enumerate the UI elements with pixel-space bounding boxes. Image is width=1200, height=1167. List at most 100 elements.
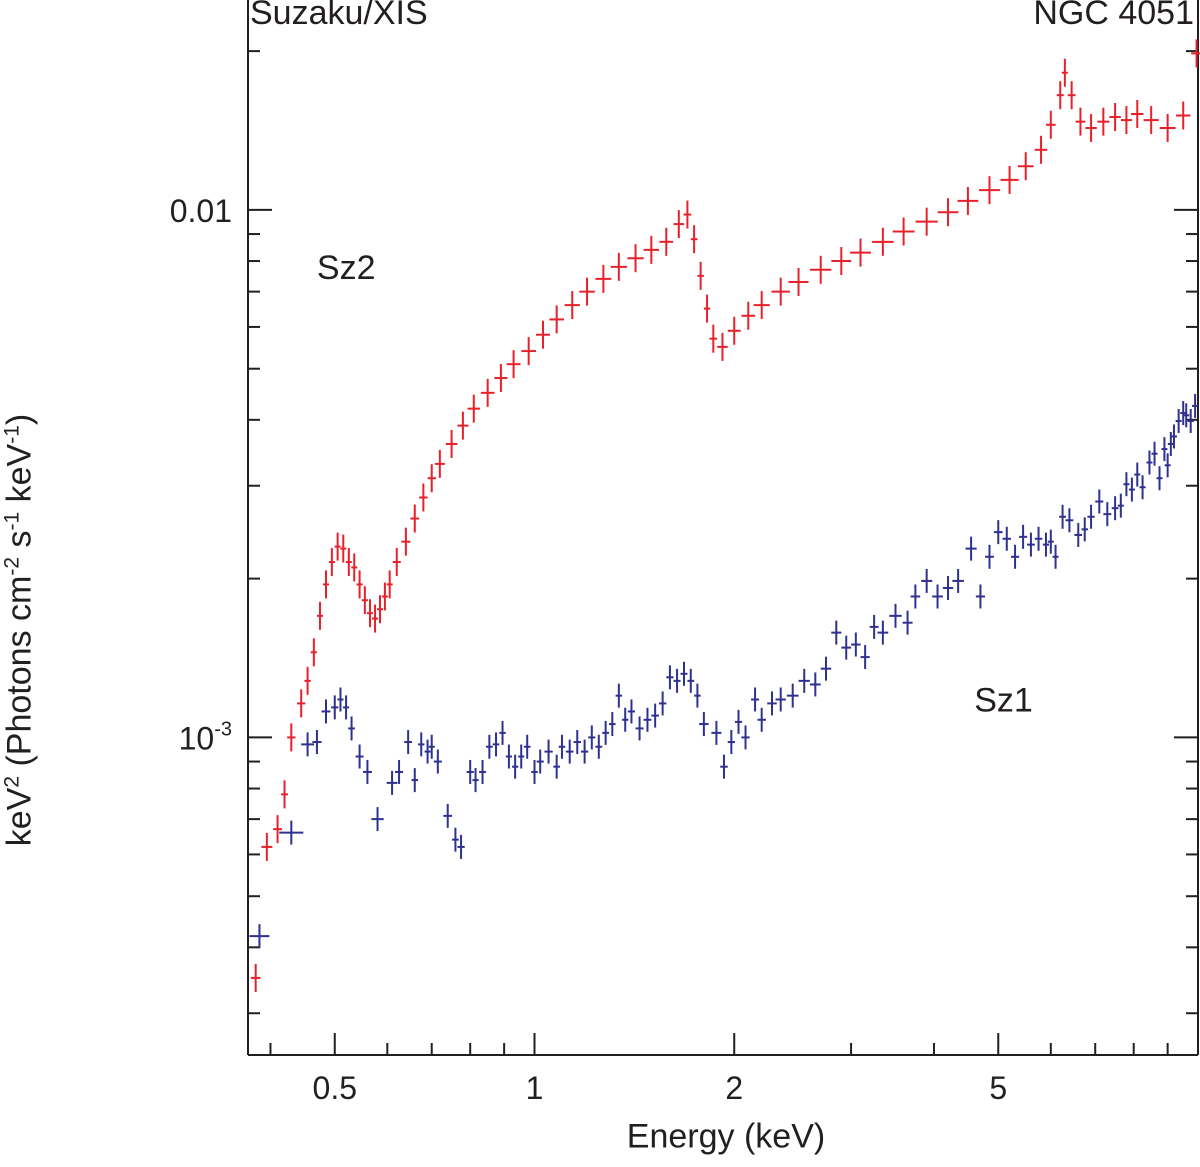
data-point — [1065, 508, 1074, 533]
data-point — [472, 768, 479, 793]
data-point — [711, 720, 722, 745]
data-point — [424, 739, 431, 764]
data-point — [860, 645, 870, 670]
data-point — [850, 238, 871, 267]
data-point — [410, 504, 420, 533]
data-point — [1175, 101, 1191, 130]
data-point — [334, 532, 341, 561]
data-point — [1061, 58, 1068, 87]
data-point — [627, 244, 644, 273]
data-point — [687, 668, 695, 693]
data-point — [622, 707, 629, 732]
data-point — [411, 768, 419, 793]
x-tick-label: 2 — [725, 1070, 743, 1106]
y-tick-label: 0.01 — [170, 193, 232, 229]
data-point — [659, 227, 674, 256]
data-point — [434, 449, 445, 478]
data-point — [372, 604, 379, 633]
series-sz1 — [249, 393, 1199, 949]
data-point — [952, 568, 964, 593]
data-point — [580, 739, 589, 764]
data-point — [1167, 431, 1174, 456]
data-point — [505, 744, 513, 769]
data-point — [518, 744, 525, 769]
data-point — [727, 730, 735, 755]
data-point — [786, 683, 799, 708]
data-point — [767, 691, 777, 716]
data-point — [1175, 408, 1182, 433]
data-point — [1170, 424, 1177, 449]
data-point — [1081, 517, 1088, 542]
y-axis-label-sup2: -2 — [0, 556, 24, 576]
data-point — [673, 668, 681, 693]
data-point — [910, 584, 921, 609]
data-point — [536, 320, 551, 349]
x-axis-label: Energy (keV) — [626, 1117, 826, 1156]
data-point — [1180, 401, 1187, 426]
data-point — [340, 534, 347, 563]
data-point — [942, 575, 954, 600]
data-point — [902, 610, 913, 635]
data-point — [457, 834, 465, 859]
data-point — [579, 277, 595, 306]
data-point — [727, 316, 741, 345]
data-point — [957, 186, 979, 215]
labels-layer: Sz2 Sz1 — [317, 249, 1033, 720]
data-point — [588, 725, 596, 750]
data-point — [310, 638, 317, 667]
data-point — [915, 207, 938, 236]
series-label-sz2: Sz2 — [317, 249, 376, 287]
data-point — [249, 924, 270, 949]
data-point — [304, 666, 311, 695]
data-point — [595, 734, 603, 759]
data-point — [297, 689, 306, 718]
data-point — [492, 732, 500, 757]
series-sz2 — [250, 39, 1200, 992]
data-point — [356, 570, 363, 599]
x-tick-label: 1 — [526, 1070, 544, 1106]
data-point — [273, 815, 283, 844]
data-point — [362, 759, 372, 784]
data-point — [709, 324, 718, 353]
data-point — [386, 570, 393, 599]
data-point — [544, 739, 553, 764]
data-point — [1117, 493, 1124, 518]
data-point — [1151, 441, 1158, 466]
data-point — [1109, 103, 1121, 132]
data-point — [602, 720, 610, 745]
axes: 0.5 1 2 5 0.01 10-3 — [170, 0, 1199, 1106]
data-point — [1120, 106, 1132, 135]
data-point — [404, 730, 413, 755]
data-point — [1128, 477, 1135, 502]
data-point — [565, 739, 574, 764]
data-point — [1059, 504, 1067, 529]
data-point — [281, 780, 288, 809]
data-point — [328, 548, 335, 577]
y-axis-label-end: ) — [0, 413, 39, 426]
data-point — [889, 603, 902, 628]
data-point — [536, 749, 544, 774]
y-axis-label: keV2 (Photons cm-2 s-1 keV-1) — [0, 414, 39, 846]
data-point — [377, 595, 384, 624]
data-point — [658, 691, 667, 716]
data-point — [1143, 106, 1159, 135]
data-point — [975, 584, 986, 609]
data-point — [337, 687, 344, 712]
data-point — [788, 268, 809, 297]
data-point — [549, 305, 564, 334]
data-point — [1047, 529, 1054, 554]
data-point — [892, 217, 915, 246]
data-point — [1095, 489, 1104, 514]
y-axis-label-sup1: 2 — [0, 775, 24, 788]
data-point — [841, 635, 852, 660]
data-point — [810, 255, 832, 284]
data-point — [485, 734, 493, 759]
data-point — [1042, 532, 1050, 557]
data-point — [366, 599, 373, 628]
data-point — [851, 632, 861, 657]
y-axis-label-mid2: s — [0, 530, 39, 557]
data-point — [1111, 496, 1119, 521]
data-point — [741, 725, 750, 750]
data-point — [521, 337, 537, 366]
